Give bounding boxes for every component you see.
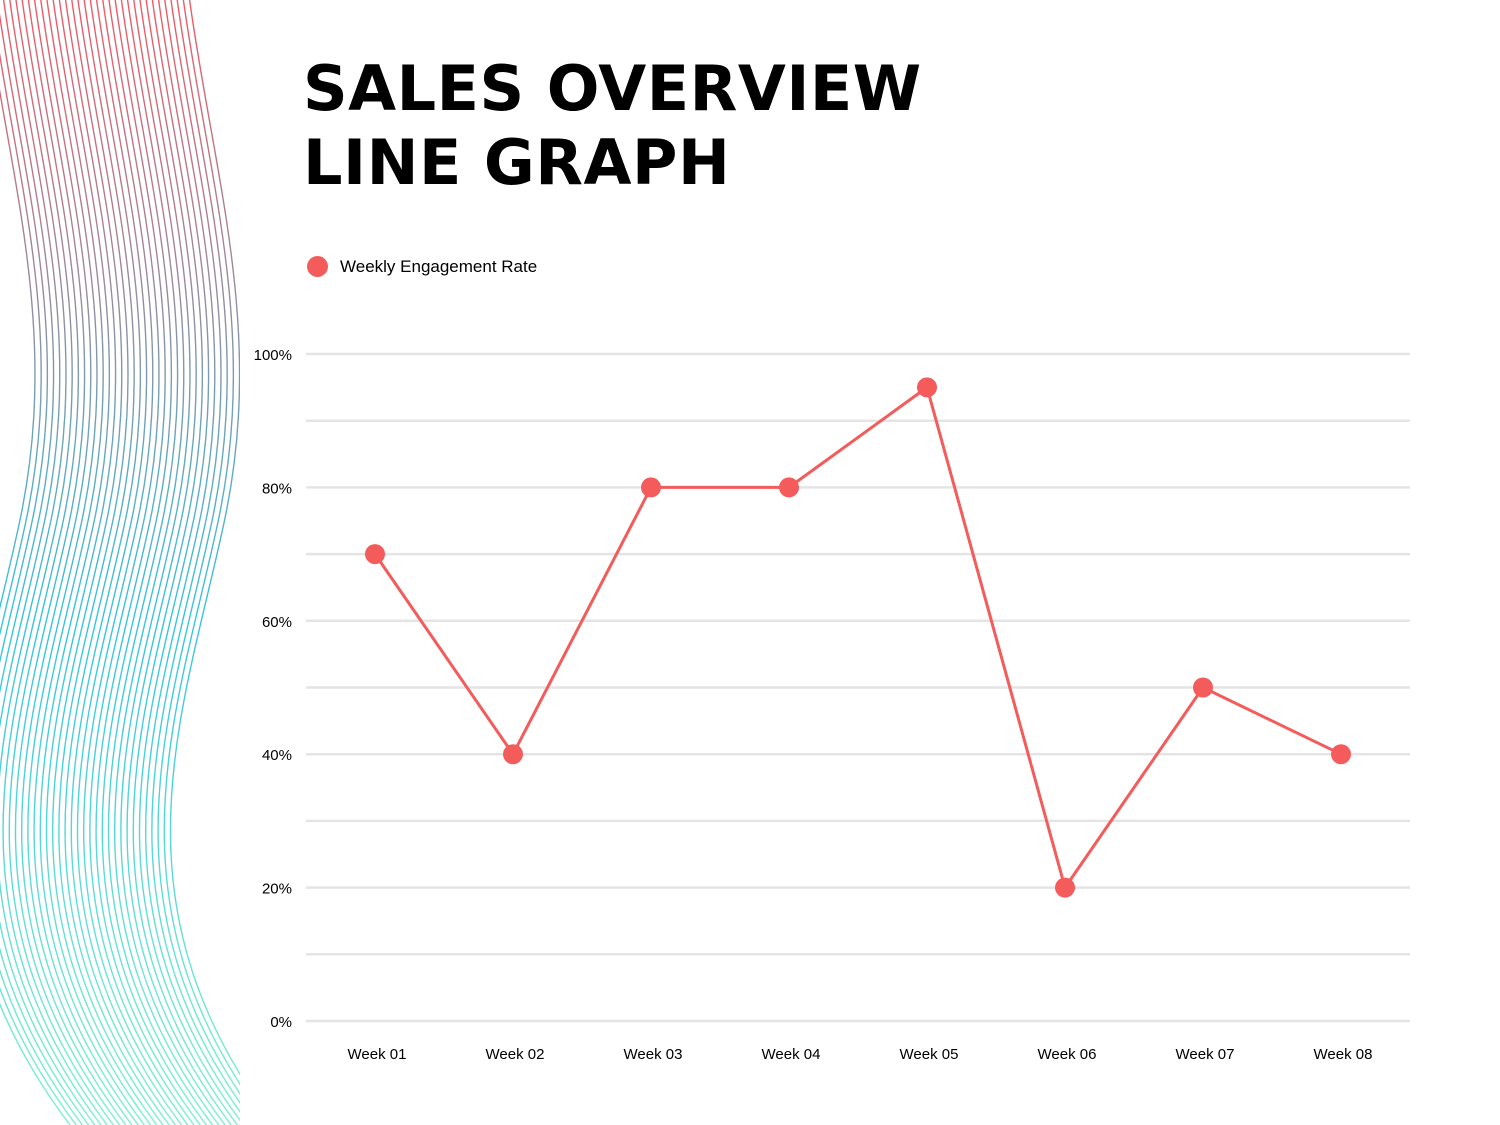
wave-line: [2, 0, 108, 1125]
chart-grid: [306, 352, 1410, 1023]
wave-line: [58, 0, 164, 1125]
data-point: [1331, 744, 1351, 765]
decorative-wave-lines: [0, 0, 240, 1125]
y-tick-label: 0%: [270, 1014, 292, 1031]
y-tick-label: 20%: [262, 881, 292, 898]
wave-line: [0, 0, 90, 1125]
page-title: SALES OVERVIEW LINE GRAPH: [303, 52, 922, 200]
x-tick-label: Week 07: [1176, 1046, 1235, 1063]
wave-line: [151, 0, 240, 1104]
data-point: [503, 744, 523, 765]
data-point: [779, 477, 799, 498]
wave-line: [33, 0, 139, 1125]
wave-line: [39, 0, 145, 1125]
x-tick-label: Week 02: [486, 1046, 545, 1063]
y-tick-label: 100%: [254, 347, 292, 364]
y-tick-label: 40%: [262, 747, 292, 764]
wave-line: [14, 0, 121, 1125]
title-line-2: LINE GRAPH: [303, 126, 731, 199]
wave-line: [0, 0, 102, 1125]
wave-line: [64, 0, 170, 1125]
wave-line: [70, 0, 176, 1125]
y-axis-tick-labels: 0% 20% 40% 60% 80% 100%: [254, 347, 292, 1031]
wave-line: [169, 0, 240, 1076]
data-point: [641, 477, 661, 498]
wave-line: [101, 0, 207, 1125]
x-tick-label: Week 01: [348, 1046, 407, 1063]
series-line: [373, 385, 1342, 890]
wave-line: [132, 0, 238, 1125]
x-tick-label: Week 03: [624, 1046, 683, 1063]
wave-line: [0, 52, 77, 1125]
wave-line: [52, 0, 158, 1125]
data-point: [365, 544, 385, 565]
wave-line: [45, 0, 152, 1125]
title-line-1: SALES OVERVIEW: [303, 52, 922, 125]
wave-line: [163, 0, 240, 1086]
wave-line: [95, 0, 201, 1125]
data-point: [917, 377, 937, 398]
wave-line: [0, 0, 96, 1125]
chart-legend: Weekly Engagement Rate: [307, 256, 537, 277]
wave-line: [145, 0, 240, 1113]
wave-line: [126, 0, 232, 1125]
wave-line: [107, 0, 214, 1125]
wave-line: [76, 0, 183, 1125]
wave-line: [0, 89, 71, 1125]
legend-label: Weekly Engagement Rate: [340, 256, 538, 276]
x-tick-label: Week 06: [1038, 1046, 1097, 1063]
wave-line: [0, 13, 83, 1125]
data-point: [1193, 677, 1213, 698]
x-axis-tick-labels: Week 01 Week 02 Week 03 Week 04 Week 05 Week …: [348, 1046, 1373, 1063]
y-tick-label: 80%: [262, 480, 292, 497]
legend-marker: [307, 256, 328, 277]
wave-line: [157, 0, 240, 1095]
wave-line: [89, 0, 195, 1125]
x-tick-label: Week 05: [900, 1046, 959, 1063]
wave-line: [120, 0, 226, 1125]
wave-line: [138, 0, 240, 1122]
wave-line: [21, 0, 127, 1125]
y-tick-label: 60%: [262, 614, 292, 631]
chart-series: [365, 377, 1351, 898]
wave-line: [83, 0, 189, 1125]
wave-line: [8, 0, 114, 1125]
x-tick-label: Week 08: [1314, 1046, 1373, 1063]
wave-line: [27, 0, 133, 1125]
wave-line: [114, 0, 220, 1125]
data-point: [1055, 877, 1075, 898]
x-tick-label: Week 04: [762, 1046, 821, 1063]
